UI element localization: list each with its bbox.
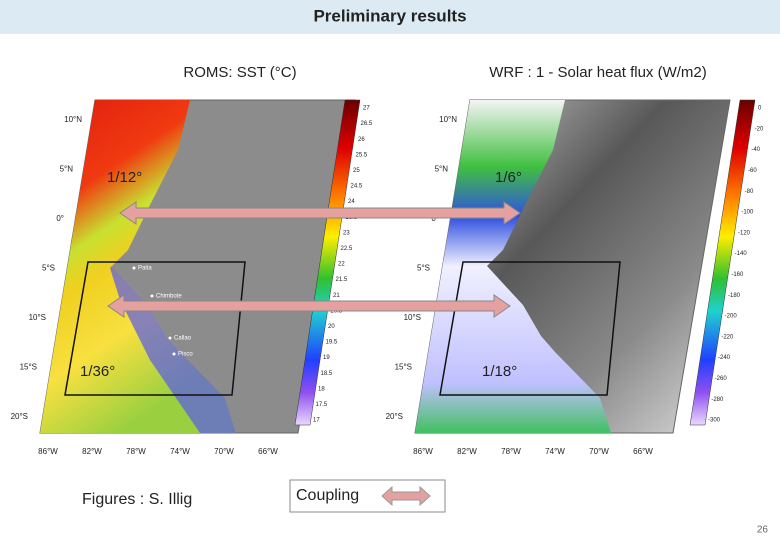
slide-title: Preliminary results xyxy=(313,6,466,25)
colorbar-label: 20 xyxy=(328,324,335,330)
city-label: Paita xyxy=(138,266,152,272)
city-marker xyxy=(132,266,136,270)
lon-label: 86°W xyxy=(38,447,58,456)
city-marker xyxy=(168,336,172,340)
colorbar-label: 19.5 xyxy=(326,340,338,346)
colorbar-label: 25.5 xyxy=(356,152,368,158)
colorbar-label: -300 xyxy=(708,418,721,424)
colorbar-label: -100 xyxy=(741,210,754,216)
inner-domain xyxy=(439,261,621,396)
colorbar-label: 22.5 xyxy=(341,246,353,252)
colorbar xyxy=(689,99,756,426)
inner-domain xyxy=(64,261,246,396)
panel-title: ROMS: SST (°C) xyxy=(183,64,296,81)
colorbar-label: -60 xyxy=(748,168,757,174)
colorbar-label: -20 xyxy=(755,126,764,132)
lat-label: 10°N xyxy=(64,115,82,124)
colorbar-label: 0 xyxy=(758,106,762,112)
colorbar-label: 17 xyxy=(313,418,320,424)
colorbar-label: -220 xyxy=(721,334,734,340)
city-label: Pisco xyxy=(178,352,193,358)
lat-label: 5°N xyxy=(435,165,449,174)
lat-label: 20°S xyxy=(386,412,403,421)
inner-resolution: 1/36° xyxy=(80,363,115,380)
colorbar-label: -200 xyxy=(725,314,738,320)
lon-label: 74°W xyxy=(545,447,565,456)
credit: Figures : S. Illig xyxy=(82,491,192,508)
page-number: 26 xyxy=(757,525,769,536)
lat-label: 20°S xyxy=(11,412,28,421)
colorbar-label: 21 xyxy=(333,293,340,299)
lat-label: 0° xyxy=(431,214,439,223)
lat-label: 10°N xyxy=(439,115,457,124)
title-bar xyxy=(0,0,780,34)
colorbar xyxy=(294,99,361,426)
lat-label: 5°N xyxy=(60,165,74,174)
coupling-arrow xyxy=(119,201,521,225)
colorbar-label: -240 xyxy=(718,355,731,361)
legend-arrow xyxy=(381,485,431,507)
colorbar-label: -120 xyxy=(738,230,751,236)
map-ocean xyxy=(415,100,611,433)
lon-label: 70°W xyxy=(214,447,234,456)
lat-label: 5°S xyxy=(42,264,55,273)
colorbar-label: 26 xyxy=(358,137,365,143)
colorbar-label: -180 xyxy=(728,293,741,299)
colorbar-label: 18.5 xyxy=(321,371,333,377)
lat-label: 10°S xyxy=(404,313,421,322)
lon-label: 66°W xyxy=(258,447,278,456)
lon-label: 74°W xyxy=(170,447,190,456)
colorbar-label: -140 xyxy=(735,251,748,257)
city-label: Callao xyxy=(174,336,192,342)
lon-label: 78°W xyxy=(126,447,146,456)
city-marker xyxy=(172,352,176,356)
coupling-arrow xyxy=(107,294,511,318)
colorbar-label: 24 xyxy=(348,199,355,205)
colorbar-label: -160 xyxy=(731,272,744,278)
outer-resolution: 1/12° xyxy=(107,169,142,186)
panel-title: WRF : 1 - Solar heat flux (W/m2) xyxy=(489,64,707,81)
lon-label: 82°W xyxy=(457,447,477,456)
colorbar-label: 27 xyxy=(363,106,370,112)
colorbar-label: -80 xyxy=(745,189,754,195)
coastal-upwelling xyxy=(110,250,236,433)
lat-label: 5°S xyxy=(417,264,430,273)
city-marker xyxy=(150,294,154,298)
outer-resolution: 1/6° xyxy=(495,169,522,186)
colorbar-label: 25 xyxy=(353,168,360,174)
lon-label: 78°W xyxy=(501,447,521,456)
lat-label: 10°S xyxy=(29,313,46,322)
colorbar-label: 21.5 xyxy=(336,277,348,283)
colorbar-label: 23 xyxy=(343,230,350,236)
colorbar-label: -260 xyxy=(715,376,728,382)
lat-label: 15°S xyxy=(20,363,37,372)
colorbar-label: 17.5 xyxy=(316,402,328,408)
inner-resolution: 1/18° xyxy=(482,363,517,380)
colorbar-label: -40 xyxy=(751,147,760,153)
colorbar-label: 24.5 xyxy=(351,184,363,190)
lon-label: 86°W xyxy=(413,447,433,456)
colorbar-label: 18 xyxy=(318,386,325,392)
colorbar-label: 19 xyxy=(323,355,330,361)
city-label: Chimbote xyxy=(156,294,182,300)
lon-label: 66°W xyxy=(633,447,653,456)
colorbar-label: 22 xyxy=(338,262,345,268)
colorbar-label: 26.5 xyxy=(361,121,373,127)
lat-label: 15°S xyxy=(395,363,412,372)
colorbar-label: -280 xyxy=(711,397,724,403)
lon-label: 82°W xyxy=(82,447,102,456)
legend-label: Coupling xyxy=(296,487,359,504)
map-ocean xyxy=(40,100,236,433)
lat-label: 0° xyxy=(56,214,64,223)
lon-label: 70°W xyxy=(589,447,609,456)
